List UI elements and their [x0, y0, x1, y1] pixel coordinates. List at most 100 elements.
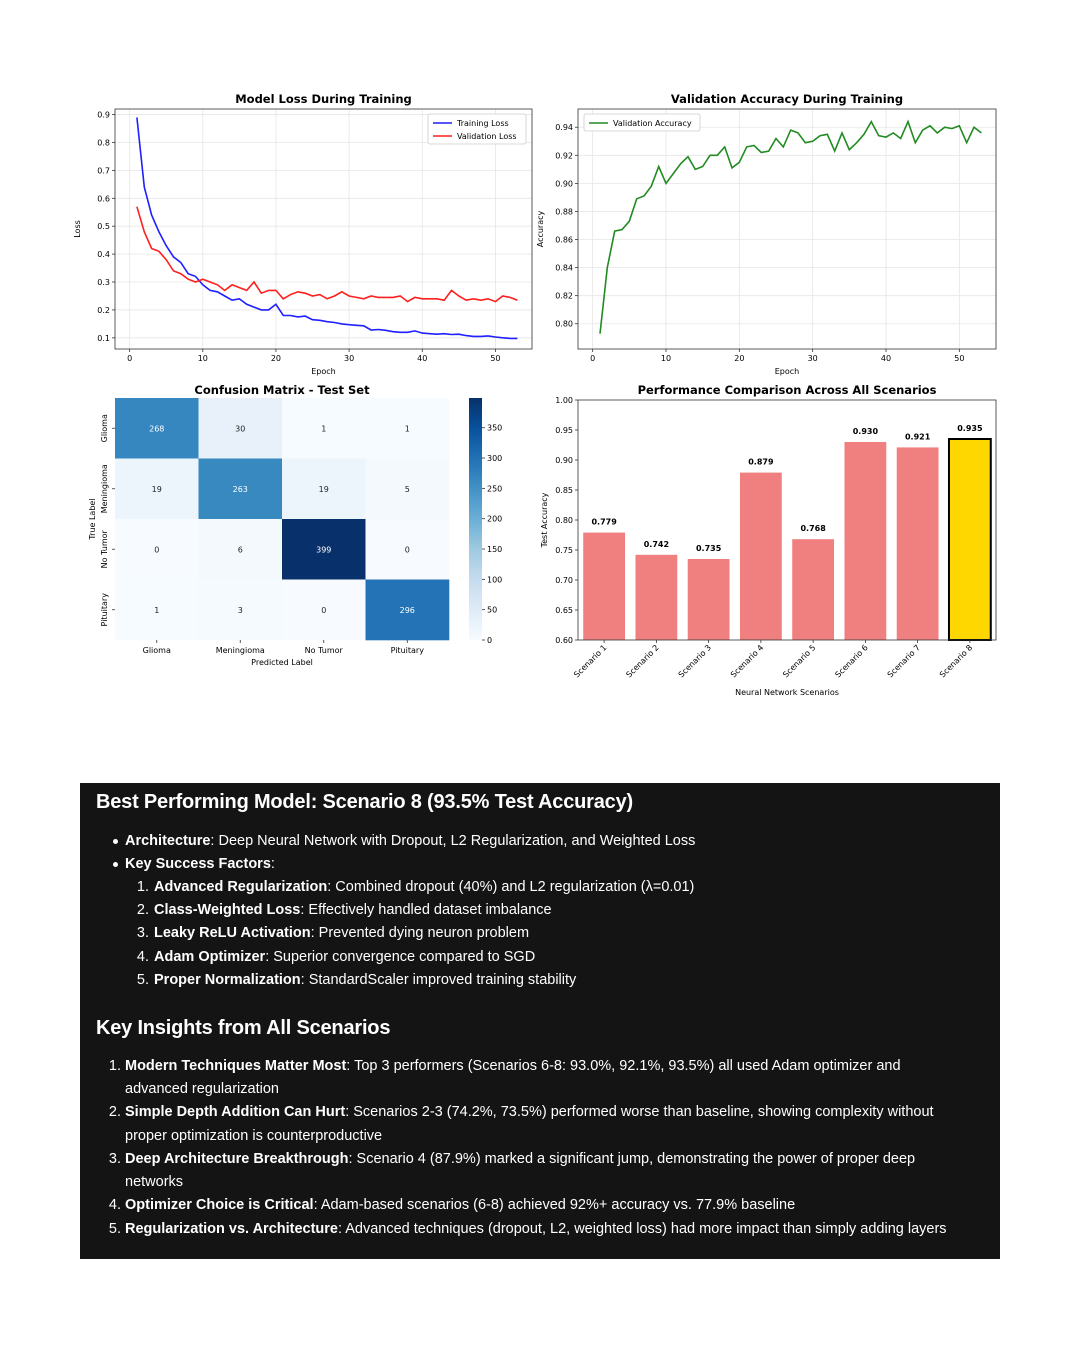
- bar-scenario-7: [896, 447, 939, 640]
- bar-scenario-3: [687, 559, 730, 640]
- y-tick-label: 0.84: [555, 264, 573, 273]
- heatmap-cell: [198, 458, 283, 520]
- x-axis-label: Predicted Label: [251, 658, 313, 667]
- bar-scenario-4: [739, 472, 782, 640]
- heatmap-cell: [365, 398, 450, 459]
- bullet-dot: [113, 839, 118, 844]
- x-tick-label: 20: [271, 354, 281, 363]
- x-tick-label: 40: [417, 354, 427, 363]
- plot-frame: [577, 108, 997, 350]
- colorbar: [469, 398, 482, 640]
- x-tick-label: 0: [590, 354, 595, 363]
- heatmap-cell: [365, 458, 450, 520]
- bar-value-label: 0.930: [853, 427, 879, 436]
- heatmap-cell: [365, 579, 450, 641]
- figure-charts: 0 10 20 30 40 500.10.20.30.40.50.60.70.80.9Mo…: [73, 92, 997, 697]
- y-tick-label: Pituitary: [100, 593, 109, 627]
- y-tick-label: 0.82: [555, 292, 573, 301]
- bar-value-label: 0.879: [748, 458, 774, 467]
- x-axis-label: Epoch: [311, 367, 336, 376]
- insight-item: Regularization vs. Architecture: Advance…: [125, 1221, 947, 1237]
- chart-title: Model Loss During Training: [235, 92, 412, 106]
- heatmap-cell: [282, 519, 366, 580]
- heatmap-cell-value: 263: [233, 485, 248, 494]
- x-tick-label: 50: [954, 354, 964, 363]
- factor-item: Adam Optimizer: Superior convergence com…: [154, 949, 536, 965]
- bullet-dot: [113, 862, 118, 867]
- heatmap-cell-value: 19: [319, 485, 329, 494]
- summary-panel: Best Performing Model: Scenario 8 (93.5%…: [80, 783, 1000, 1259]
- factor-item: Leaky ReLU Activation: Prevented dying n…: [154, 925, 530, 941]
- heatmap-cell-value: 399: [316, 545, 331, 554]
- insight-item: Optimizer Choice is Critical: Adam-based…: [125, 1197, 796, 1213]
- x-tick-label: Pituitary: [391, 646, 425, 655]
- y-tick-label: 0.80: [555, 320, 573, 329]
- heatmap-cell-value: 1: [154, 606, 159, 615]
- factor-item: Proper Normalization: StandardScaler imp…: [154, 972, 577, 988]
- y-tick-label: 0.92: [555, 151, 573, 160]
- factor-number: 2.: [136, 902, 149, 918]
- y-tick-label: 0.94: [555, 123, 573, 132]
- y-axis-label: Loss: [73, 220, 82, 238]
- y-tick-label: 0.3: [97, 278, 110, 287]
- y-tick-label: 0.88: [555, 207, 573, 216]
- y-tick-label: 0.95: [555, 426, 573, 435]
- heatmap-cell: [115, 579, 199, 641]
- bar-value-label: 0.779: [591, 518, 617, 527]
- y-tick-label: No Tumor: [100, 529, 109, 568]
- x-tick-label: 40: [881, 354, 891, 363]
- bar-value-label: 0.935: [957, 424, 983, 433]
- insight-item-continued: advanced regularization: [125, 1081, 279, 1097]
- legend-box: [427, 113, 527, 145]
- bar-scenario-1: [583, 532, 626, 640]
- x-tick-label: Glioma: [143, 646, 171, 655]
- bar-scenario-6: [844, 442, 887, 640]
- heatmap-cell: [198, 579, 283, 641]
- insight-item: Deep Architecture Breakthrough: Scenario…: [125, 1151, 916, 1167]
- heatmap-cell-value: 19: [152, 485, 162, 494]
- bar-scenario-2: [635, 554, 678, 640]
- y-tick-label: 0.9: [97, 111, 110, 120]
- insight-number: 2.: [108, 1104, 121, 1120]
- insights-heading: Key Insights from All Scenarios: [96, 1017, 391, 1039]
- heatmap-cell: [282, 579, 366, 641]
- colorbar-tick-label: 150: [487, 545, 502, 554]
- factor-item: Advanced Regularization: Combined dropou…: [154, 879, 695, 895]
- insight-number: 3.: [108, 1151, 121, 1167]
- x-tick-label: Scenario 4: [729, 643, 765, 679]
- heatmap-cell: [115, 398, 199, 459]
- factor-number: 1.: [136, 879, 149, 895]
- legend-box: [583, 113, 701, 132]
- chart-title: Performance Comparison Across All Scenar…: [638, 383, 937, 397]
- x-tick-label: Meningioma: [216, 646, 265, 655]
- bar-value-label: 0.921: [905, 432, 931, 441]
- colorbar-tick-label: 50: [487, 606, 497, 615]
- legend-label: Training Loss: [456, 119, 509, 128]
- colorbar-tick-label: 300: [487, 454, 502, 463]
- heatmap-cell-value: 296: [400, 606, 415, 615]
- y-tick-label: 0.70: [555, 576, 573, 585]
- x-tick-label: 10: [661, 354, 671, 363]
- heatmap-cell-value: 30: [235, 424, 245, 433]
- bar-value-label: 0.742: [644, 540, 669, 549]
- heatmap-cell-value: 6: [238, 545, 243, 554]
- heatmap-cell-value: 0: [154, 545, 159, 554]
- y-tick-label: 0.2: [97, 306, 110, 315]
- y-tick-label: 0.65: [555, 606, 573, 615]
- y-tick-label: 0.60: [555, 636, 573, 645]
- insight-number: 4.: [108, 1197, 121, 1213]
- y-tick-label: 0.90: [555, 456, 573, 465]
- x-tick-label: Scenario 5: [781, 643, 817, 679]
- chart-title: Validation Accuracy During Training: [671, 92, 903, 106]
- x-tick-label: Scenario 1: [572, 643, 608, 679]
- insight-number: 5.: [108, 1221, 121, 1237]
- y-tick-label: 0.86: [555, 236, 573, 245]
- x-axis-label: Neural Network Scenarios: [735, 688, 839, 697]
- heatmap-cell-value: 0: [321, 606, 326, 615]
- y-tick-label: 0.7: [97, 166, 110, 175]
- y-axis-label: True Label: [88, 498, 97, 540]
- colorbar-tick-label: 200: [487, 515, 502, 524]
- x-axis-label: Epoch: [775, 367, 800, 376]
- heatmap-cell-value: 3: [238, 606, 243, 615]
- bar-scenario-5: [792, 539, 835, 640]
